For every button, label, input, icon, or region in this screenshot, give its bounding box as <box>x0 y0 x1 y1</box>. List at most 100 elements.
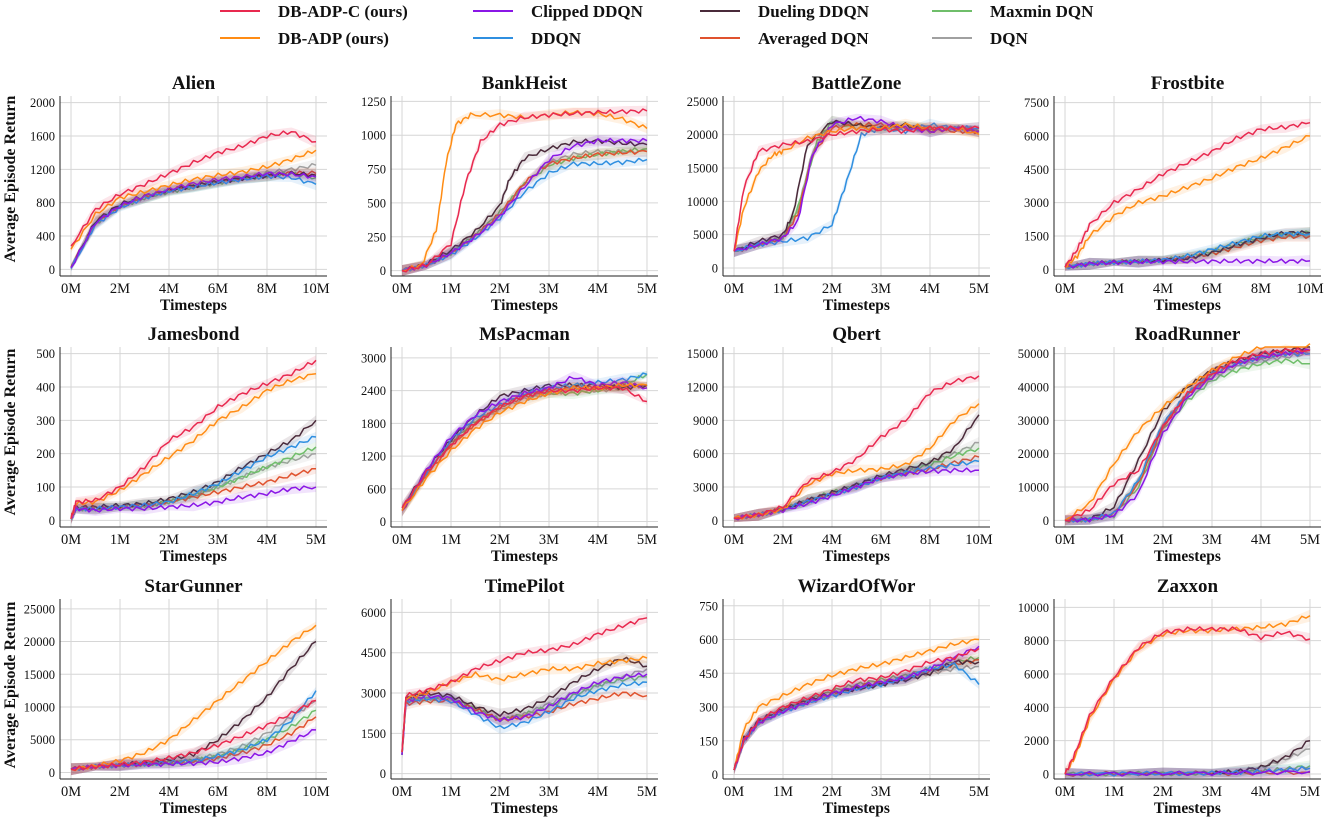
confidence-band-averaged <box>734 655 979 775</box>
y-tick-label: 2400 <box>361 384 386 398</box>
x-tick-label: 2M <box>773 532 793 548</box>
y-tick-label: 12000 <box>687 381 718 395</box>
x-tick-label: 3M <box>539 532 559 548</box>
confidence-band-dbadp <box>734 398 979 523</box>
confidence-band-ddqn <box>734 658 979 775</box>
series-line-dbadpc <box>70 699 317 771</box>
x-tick-label: 1M <box>441 784 461 800</box>
y-axis-labels: Average Episode Return Average Episode Re… <box>2 96 19 769</box>
x-axis-label: Timesteps <box>823 800 890 817</box>
x-axis-label: Timesteps <box>160 548 227 565</box>
series-line-dueling <box>733 119 980 252</box>
chart-title: Qbert <box>832 324 881 345</box>
series-lines <box>70 621 317 776</box>
x-axis-label: Timesteps <box>160 800 227 817</box>
x-tick-label: 3M <box>208 532 228 548</box>
x-tick-label: 3M <box>1202 532 1222 548</box>
x-tick-label: 1M <box>110 532 130 548</box>
chart-zaxxon: Zaxxon 0 2000 4000 6000 8000 10000 0M 1M 2M 3M 4M 5M… <box>1018 576 1321 817</box>
legend-item-db-adp-ours: DB-ADP (ours) <box>220 29 389 48</box>
y-tick-label: 15000 <box>24 668 55 682</box>
x-tick-label: 2M <box>822 281 842 297</box>
series-line-dueling <box>70 419 317 519</box>
series-line-dbadpc <box>401 108 648 273</box>
y-tick-label: 0 <box>1043 263 1049 277</box>
x-axis-label: Timesteps <box>491 297 558 314</box>
confidence-band-dbadp <box>734 635 979 775</box>
gridlines <box>60 599 327 779</box>
y-tick-label: 300 <box>36 414 55 428</box>
x-tick-label: 0M <box>724 784 744 800</box>
x-axis-label: Timesteps <box>823 548 890 565</box>
x-tick-label: 1M <box>441 532 461 548</box>
series-line-dbadpc <box>70 130 317 247</box>
gridlines <box>723 96 990 276</box>
series-line-averaged <box>733 121 980 252</box>
y-tick-label: 300 <box>699 701 718 715</box>
legend-label: DB-ADP-C (ours) <box>278 2 408 21</box>
confidence-band-clipped <box>71 167 316 271</box>
x-tick-label: 4M <box>257 532 277 548</box>
confidence-band-dbadp <box>1065 344 1310 526</box>
series-lines <box>733 370 980 523</box>
y-tick-label: 4500 <box>1024 163 1049 177</box>
x-tick-label: 10M <box>965 532 993 548</box>
y-tick-label: 9000 <box>693 414 718 428</box>
series-line-dbadpc <box>1064 347 1311 522</box>
x-tick-label: 2M <box>490 532 510 548</box>
x-tick-label: 0M <box>724 281 744 297</box>
x-axis-label: Timesteps <box>823 297 890 314</box>
series-line-clipped <box>70 171 317 269</box>
confidence-band-dbadp <box>734 118 979 258</box>
x-tick-label: 10M <box>302 784 330 800</box>
series-line-averaged <box>401 149 648 272</box>
x-tick-label: 4M <box>588 532 608 548</box>
series-line-dbadpc <box>70 359 317 519</box>
chart-title: BattleZone <box>812 73 902 94</box>
legend-label: DQN <box>990 29 1029 48</box>
series-lines <box>401 371 648 517</box>
confidence-band-averaged <box>734 118 979 258</box>
x-tick-label: 10M <box>1296 281 1324 297</box>
y-tick-label: 50000 <box>1018 347 1049 361</box>
chart-title: RoadRunner <box>1135 324 1241 345</box>
y-tick-label: 10000 <box>687 195 718 209</box>
x-tick-label: 6M <box>208 784 228 800</box>
x-tick-label: 1M <box>1104 784 1124 800</box>
chart-mspacman: MsPacman 0 600 1200 1800 2400 3000 0M 1M 2M 3M 4M 5M… <box>361 324 658 565</box>
x-tick-label: 3M <box>871 784 891 800</box>
series-line-dqn <box>733 121 980 252</box>
confidence-band-dueling <box>1065 226 1310 271</box>
x-tick-label: 5M <box>1300 532 1320 548</box>
y-tick-label: 750 <box>699 599 718 613</box>
x-tick-label: 5M <box>637 281 657 297</box>
y-tick-label: 0 <box>380 515 386 529</box>
series-line-dueling <box>401 138 648 272</box>
x-tick-label: 1M <box>1104 532 1124 548</box>
legend-label: DDQN <box>531 29 582 48</box>
y-tick-label: 500 <box>367 196 386 210</box>
y-tick-label: 15000 <box>687 162 718 176</box>
series-line-ddqn <box>70 690 317 771</box>
series-lines <box>70 127 317 272</box>
y-tick-label: 250 <box>367 230 386 244</box>
x-tick-label: 0M <box>61 784 81 800</box>
series-line-clipped <box>401 672 648 755</box>
legend-label: Dueling DDQN <box>758 2 870 21</box>
x-tick-label: 2M <box>490 281 510 297</box>
y-tick-label: 600 <box>699 633 718 647</box>
series-lines <box>1064 609 1311 779</box>
x-tick-label: 8M <box>257 281 277 297</box>
chart-title: Zaxxon <box>1157 576 1219 597</box>
series-line-dbadpc <box>1064 626 1311 775</box>
series-line-clipped <box>1064 258 1311 269</box>
legend-label: Clipped DDQN <box>531 2 644 21</box>
y-tick-label: 0 <box>49 263 55 277</box>
confidence-band-dbadpc <box>734 644 979 775</box>
x-tick-label: 2M <box>1104 281 1124 297</box>
confidence-band-clipped <box>734 113 979 258</box>
confidence-band-averaged <box>71 713 316 776</box>
gridlines <box>723 599 990 779</box>
y-tick-label: 20000 <box>1018 447 1049 461</box>
x-tick-label: 2M <box>159 532 179 548</box>
